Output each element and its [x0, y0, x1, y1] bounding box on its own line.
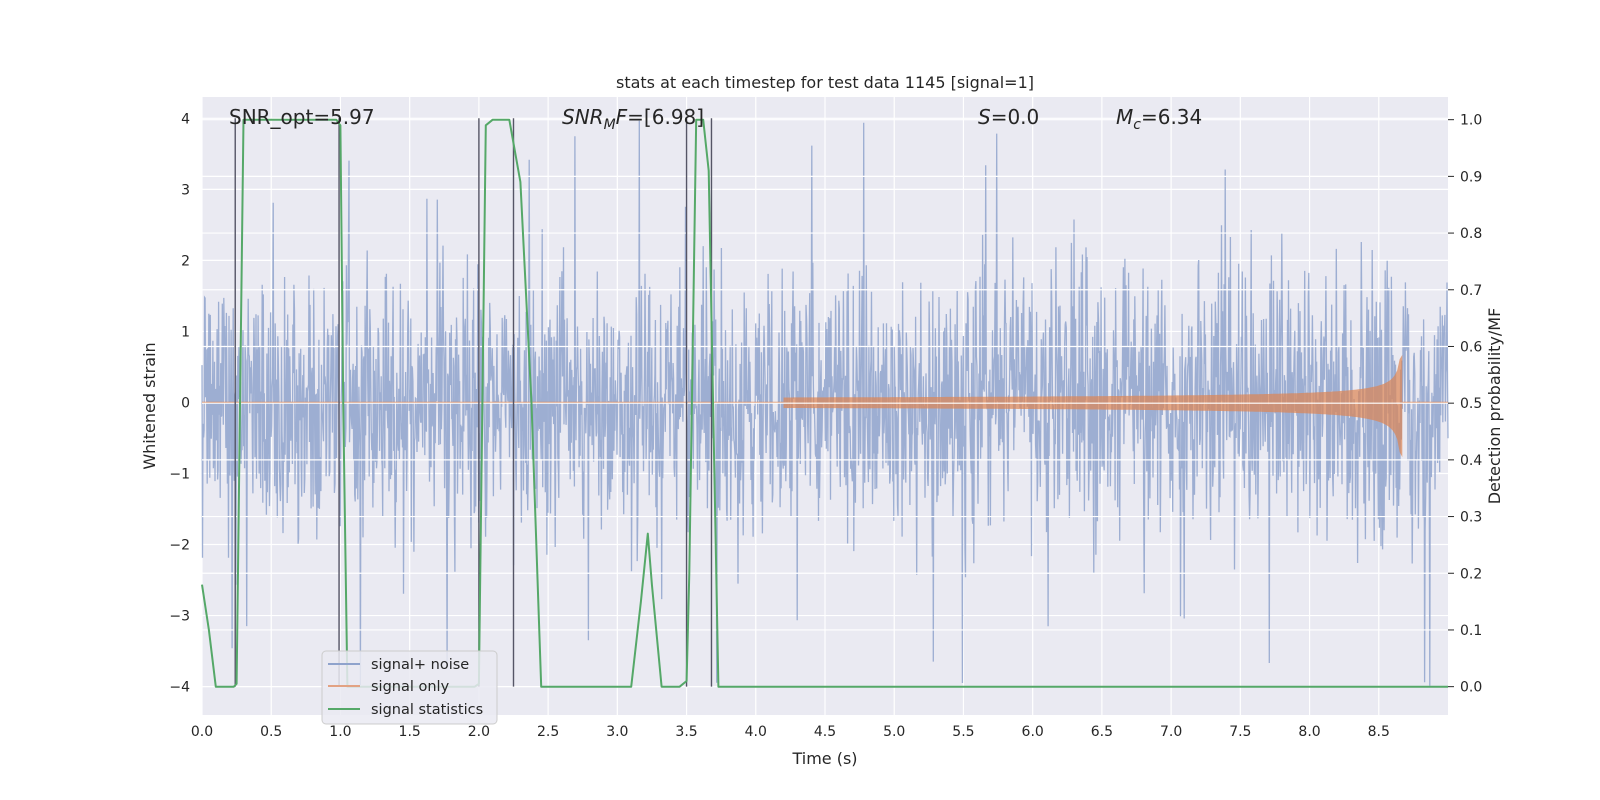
x-axis-ticks: 0.0 0.5 1.0 1.5 2.0 2.5 3.0 3.5 4.0 4.5 5.0 5.5 6.0 6…: [191, 724, 1390, 740]
signal-plus-noise-series: [201, 120, 1449, 686]
y-tick-label: −4: [169, 680, 190, 696]
y-right-tick-label: 0.3: [1460, 510, 1482, 526]
y-right-tick-label: 0.4: [1460, 453, 1482, 469]
legend-label-signal-noise: signal+ noise: [371, 657, 469, 673]
mc-sub: c: [1133, 117, 1141, 133]
x-tick-label: 2.0: [468, 724, 490, 740]
x-tick-label: 4.0: [745, 724, 767, 740]
snr-mf-value: =[6.98]: [627, 105, 704, 129]
right-axis-grid-overlay: [202, 119, 1448, 688]
y-right-tick-label: 0.1: [1460, 623, 1482, 639]
x-tick-label: 6.0: [1022, 724, 1044, 740]
y-right-tick-label: 0.2: [1460, 566, 1482, 582]
x-tick-label: 8.0: [1298, 724, 1320, 740]
x-tick-label: 3.0: [606, 724, 628, 740]
y-axis-right-ticks: 1.0 0.9 0.8 0.7 0.6 0.5 0.4 0.3 0.2 0.1 0.0: [1448, 113, 1482, 696]
y-right-tick-label: 0.6: [1460, 339, 1482, 355]
signal-only-chirp: [783, 354, 1403, 458]
x-tick-label: 0.0: [191, 724, 213, 740]
snr-mf-main: SNR: [562, 105, 604, 129]
signal-plus-noise-line: [201, 120, 1449, 686]
y-right-tick-label: 0.0: [1460, 680, 1482, 696]
y-tick-label: 4: [181, 111, 190, 127]
legend-label-signal-only: signal only: [371, 679, 450, 695]
y-right-tick-label: 0.9: [1460, 169, 1482, 185]
legend-label-signal-statistics: signal statistics: [371, 702, 483, 718]
s-annotation: S=0.0: [978, 105, 1039, 129]
x-tick-label: 2.5: [537, 724, 559, 740]
x-tick-label: 5.5: [952, 724, 974, 740]
x-tick-label: 6.5: [1091, 724, 1113, 740]
y-tick-label: 2: [181, 253, 190, 269]
snr-mf-tail: F: [616, 105, 628, 129]
vertical-markers: [234, 118, 713, 687]
snr-mf-sub: M: [604, 117, 616, 133]
x-tick-label: 5.0: [883, 724, 905, 740]
signal-statistics-line: [201, 118, 1448, 688]
x-tick-label: 1.0: [329, 724, 351, 740]
s-value: =0.0: [991, 105, 1040, 129]
y-axis-label: Whitened strain: [140, 342, 159, 469]
y-right-tick-label: 0.8: [1460, 226, 1482, 242]
x-tick-label: 8.5: [1368, 724, 1390, 740]
y-tick-label: −3: [169, 609, 190, 625]
x-axis-label: Time (s): [791, 749, 857, 768]
snr-mf-annotation: SNRMF=[6.98]: [562, 105, 704, 133]
x-tick-label: 3.5: [675, 724, 697, 740]
x-tick-label: 1.5: [399, 724, 421, 740]
chart-title: stats at each timestep for test data 114…: [616, 73, 1034, 92]
s-symbol: S: [978, 105, 991, 129]
snr-opt-annotation: SNR_opt=5.97: [229, 105, 375, 129]
signal-statistics-series: [201, 118, 1448, 688]
y-axis-right-label: Detection probability/MF: [1485, 308, 1504, 505]
y-right-tick-label: 0.7: [1460, 283, 1482, 299]
mc-annotation: Mc=6.34: [1116, 105, 1202, 133]
legend-box: [321, 650, 498, 725]
x-tick-label: 7.5: [1229, 724, 1251, 740]
y-tick-label: 3: [181, 182, 190, 198]
y-axis-left-ticks: 4 3 2 1 0 −1 −2 −3 −4: [169, 111, 190, 695]
y-tick-label: −1: [169, 466, 190, 482]
x-tick-label: 7.0: [1160, 724, 1182, 740]
y-tick-label: 0: [181, 395, 190, 411]
annotations: SNR_opt=5.97 SNRMF=[6.98] S=0.0 Mc=6.34: [229, 105, 1202, 133]
y-right-tick-label: 1.0: [1460, 113, 1482, 129]
y-tick-label: −2: [169, 538, 190, 554]
x-tick-label: 0.5: [260, 724, 282, 740]
y-tick-label: 1: [181, 324, 190, 340]
x-tick-label: 4.5: [814, 724, 836, 740]
y-right-tick-label: 0.5: [1460, 396, 1482, 412]
mc-main: M: [1116, 105, 1133, 129]
mc-value: =6.34: [1141, 105, 1202, 129]
legend: signal+ noise signal only signal statist…: [321, 650, 498, 725]
